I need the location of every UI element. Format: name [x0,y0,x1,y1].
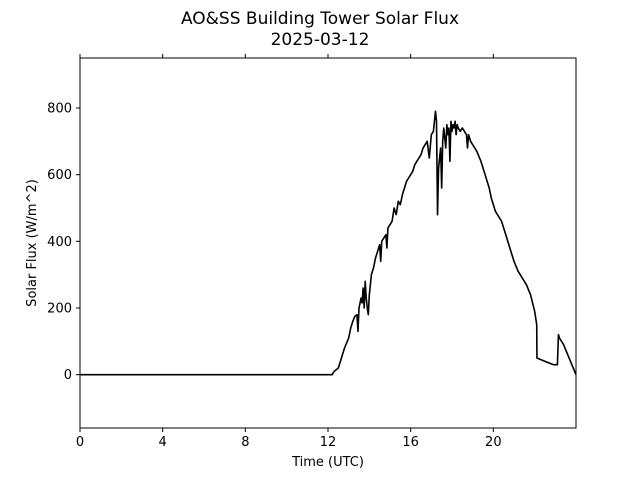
chart-title: AO&SS Building Tower Solar Flux [181,9,459,29]
x-tick-label: 16 [402,435,419,450]
y-tick-label: 200 [47,302,72,317]
chart-subtitle: 2025-03-12 [271,30,370,50]
x-axis-ticks: 0 4 8 12 16 20 [76,54,502,450]
x-tick-label: 8 [241,435,249,450]
x-tick-label: 0 [76,435,84,450]
y-axis-label: Solar Flux (W/m^2) [25,179,40,307]
x-axis-label: Time (UTC) [291,455,364,470]
x-tick-label: 12 [320,435,337,450]
x-tick-label: 20 [485,435,502,450]
plot-frame [79,57,577,429]
y-tick-label: 0 [64,368,72,383]
plot-area [80,58,576,428]
solar-flux-line [80,110,577,376]
x-tick-label: 4 [159,435,167,450]
y-tick-label: 400 [47,235,72,250]
y-tick-label: 800 [47,102,72,117]
y-tick-label: 600 [47,168,72,183]
y-axis-ticks: 0 200 400 600 800 [47,102,80,383]
